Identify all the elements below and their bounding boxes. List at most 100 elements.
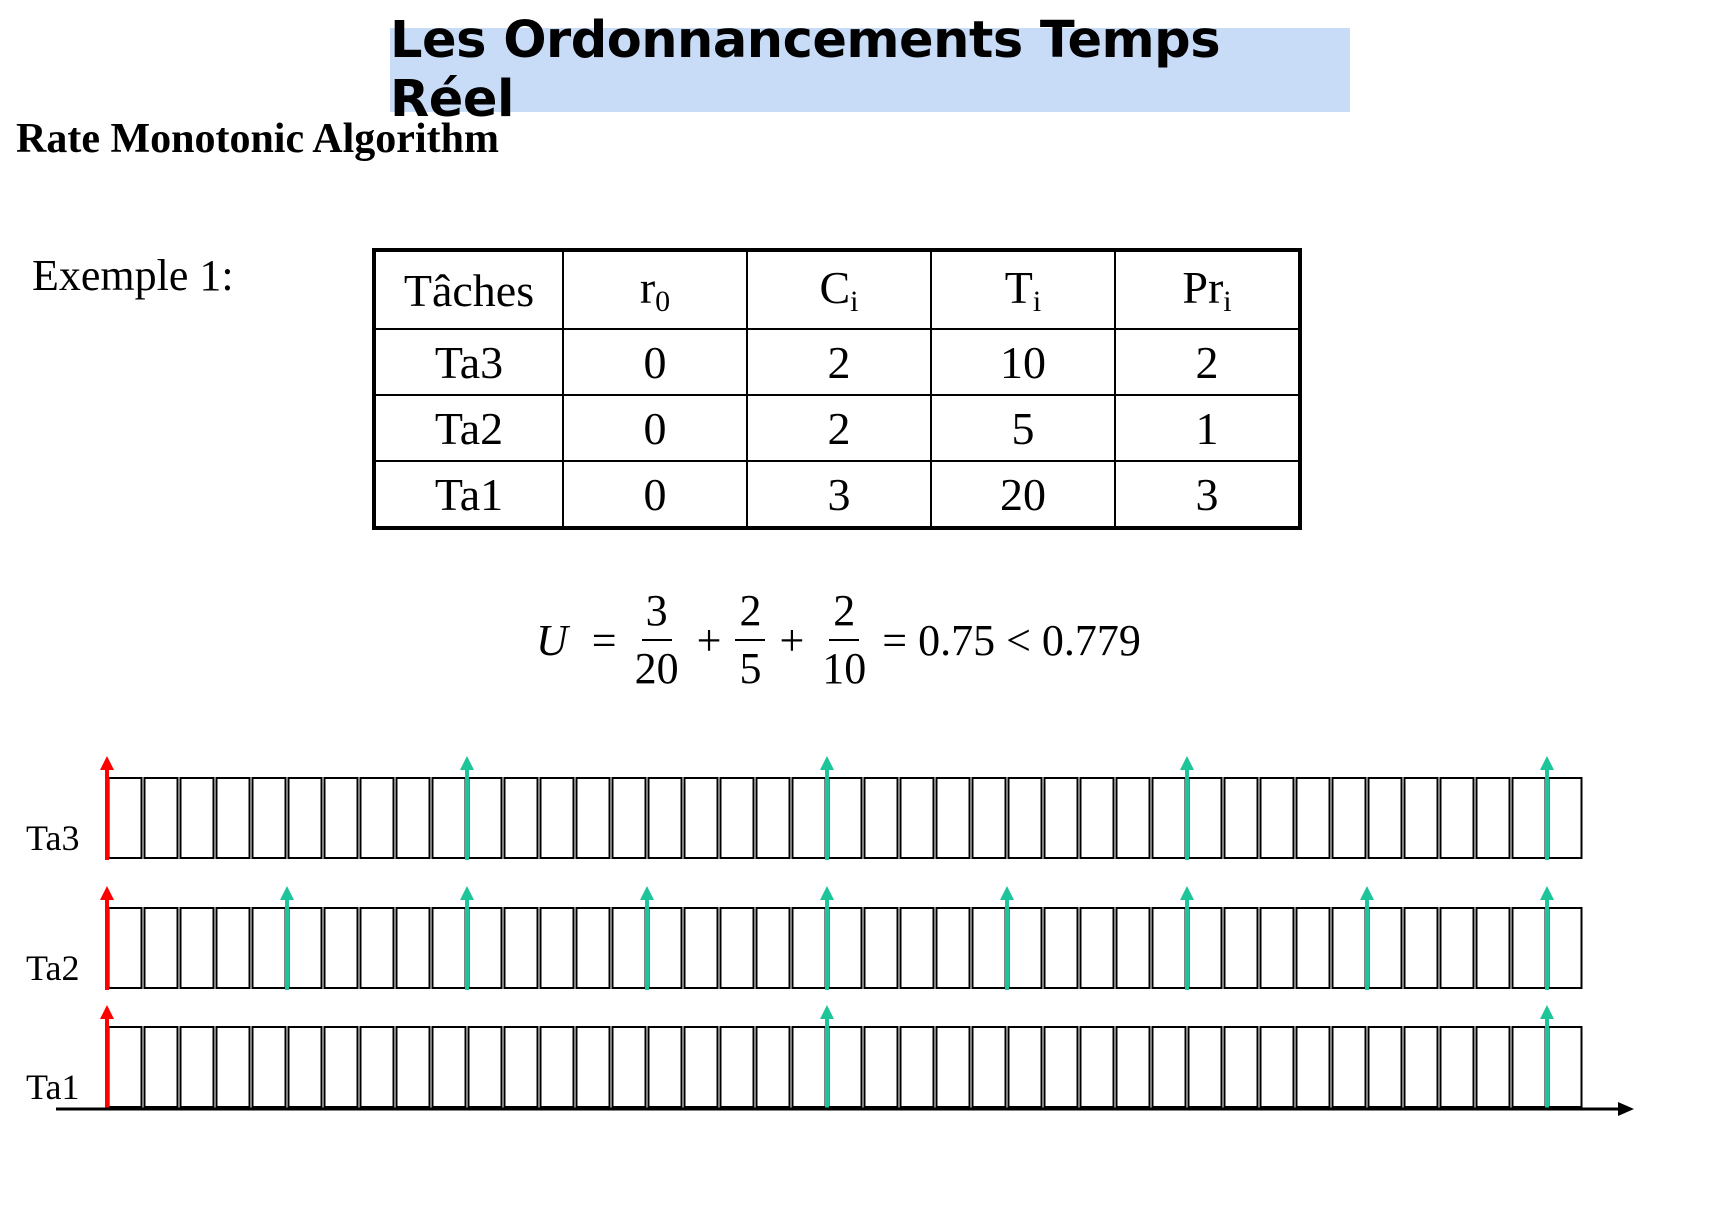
row-label-ta3: Ta3 [26,818,79,858]
arrow-head [820,886,834,900]
formula-plus: + [779,615,805,665]
section-subtitle: Rate Monotonic Algorithm [16,116,499,162]
time-slot [179,777,215,859]
time-slot [215,1026,251,1108]
time-slot [107,907,143,989]
arrow-head [100,756,114,770]
arrow-head [1180,756,1194,770]
table-header-row: Tâches r0 Ci Ti Pri [373,249,1301,330]
time-slot [251,1026,287,1108]
time-slot [1007,1026,1043,1108]
time-slot [899,777,935,859]
time-slot [575,1026,611,1108]
formula-result: = 0.75 < 0.779 [882,615,1141,665]
fraction-numerator: 2 [735,583,766,641]
time-slot [359,777,395,859]
time-slot [755,1026,791,1108]
time-slot [1475,1026,1511,1108]
time-slot [971,777,1007,859]
time-slot [899,1026,935,1108]
time-slot [1367,777,1403,859]
time-slot [539,1026,575,1108]
time-slot [755,777,791,859]
fraction-denominator: 10 [822,644,867,693]
formula-fraction: 3 20 [631,583,683,697]
time-slot [1547,907,1583,989]
time-slot [1079,1026,1115,1108]
release-arrow [1360,886,1374,990]
table-cell: 5 [930,394,1116,462]
time-slot [1475,907,1511,989]
time-slot [575,777,611,859]
fraction-numerator: 2 [829,583,860,641]
time-slot [827,1026,863,1108]
time-slot [431,1026,467,1108]
time-slot [431,907,467,989]
page-title: Les Ordonnancements Temps Réel [390,11,1221,129]
time-slot [1079,777,1115,859]
time-slot [719,907,755,989]
time-slot [1331,1026,1367,1108]
time-slot [215,777,251,859]
time-slot [359,1026,395,1108]
release-arrow [820,1005,834,1109]
time-slot [1259,777,1295,859]
time-slot [251,907,287,989]
release-arrow [820,886,834,990]
time-slot [107,777,143,859]
table-cell: 10 [930,328,1116,396]
time-slot [935,777,971,859]
time-slot [1295,907,1331,989]
time-slot [1115,777,1151,859]
release-arrow [1180,886,1194,990]
arrow-head [100,886,114,900]
time-slot [323,777,359,859]
table-cell: 3 [746,460,932,529]
header-tasks: Tâches [373,249,564,330]
time-slot [1151,1026,1187,1108]
time-slot [827,777,863,859]
arrow-head [460,886,474,900]
table-cell: 20 [930,460,1116,529]
arrow-head [1360,886,1374,900]
formula-plus: + [696,615,722,665]
formula-fraction: 2 10 [818,583,870,697]
time-slot [647,1026,683,1108]
time-slot [1007,907,1043,989]
time-slot [431,777,467,859]
fraction-denominator: 20 [634,644,679,693]
time-slot [647,907,683,989]
time-slot [1007,777,1043,859]
time-slot [1043,1026,1079,1108]
time-slot [1367,1026,1403,1108]
header-r0: r0 [562,249,748,330]
time-slot [395,907,431,989]
arrow-head [1000,886,1014,900]
table-cell: 0 [562,328,748,396]
release-arrow [460,886,474,990]
first-release-arrow [100,756,114,860]
time-slot [1295,1026,1331,1108]
time-slot [1511,907,1547,989]
arrow-head [640,886,654,900]
time-slot [1043,907,1079,989]
table-cell: Ta2 [373,394,564,462]
fraction-numerator: 3 [641,583,672,641]
time-slot [611,907,647,989]
time-slot [971,1026,1007,1108]
arrow-head [460,756,474,770]
utilization-formula: U = 3 20 + 2 5 + 2 10 = 0.75 < 0.779 [536,580,1141,700]
time-slot [683,1026,719,1108]
header-ti: Ti [930,249,1116,330]
time-slot [935,1026,971,1108]
time-slot [1439,1026,1475,1108]
time-slot [791,907,827,989]
time-slot [1223,1026,1259,1108]
table-row: Ta2 0 2 5 1 [373,394,1301,462]
time-slot [791,1026,827,1108]
time-slot [287,777,323,859]
time-slot [287,907,323,989]
table-cell: 3 [1114,460,1301,529]
row-label-ta2: Ta2 [26,948,79,988]
time-slot [503,777,539,859]
